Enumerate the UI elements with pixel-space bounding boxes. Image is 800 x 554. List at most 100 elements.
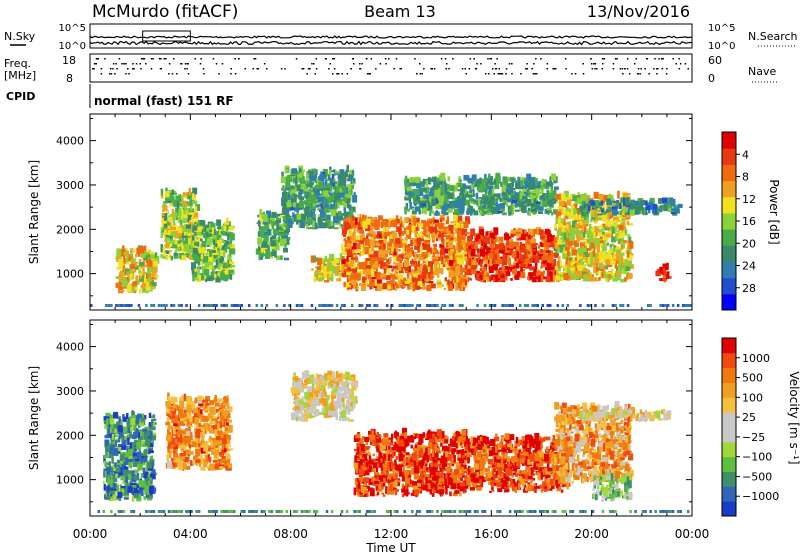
- data-cell: [437, 267, 443, 274]
- data-cell: [358, 240, 364, 246]
- data-cell: [349, 170, 353, 175]
- data-cell: [207, 233, 213, 237]
- freq-dot: [637, 73, 639, 75]
- data-cell: [523, 191, 527, 195]
- data-cell: [165, 187, 168, 195]
- data-cell: [453, 248, 457, 254]
- data-cell: [577, 265, 580, 270]
- data-cell: [451, 239, 457, 243]
- data-cell: [524, 250, 527, 259]
- data-cell: [674, 207, 680, 214]
- data-cell: [658, 198, 664, 204]
- data-cell: [465, 245, 468, 249]
- data-cell: [540, 235, 545, 240]
- data-cell: [271, 251, 277, 256]
- data-cell: [428, 281, 433, 287]
- data-cell: [651, 203, 657, 210]
- data-cell: [309, 175, 315, 182]
- freq-dot: [186, 63, 189, 65]
- data-cell: [512, 268, 518, 275]
- data-cell: [154, 252, 158, 258]
- data-cell: [422, 180, 425, 188]
- data-cell: [454, 201, 460, 207]
- data-cell: [526, 198, 532, 207]
- data-cell: [529, 257, 535, 263]
- data-cell: [341, 269, 344, 273]
- data-cell: [152, 274, 155, 277]
- data-cell: [487, 278, 490, 283]
- data-cell: [468, 245, 471, 250]
- data-cell: [481, 207, 485, 216]
- data-cell: [608, 194, 614, 200]
- data-cell: [230, 304, 233, 307]
- data-cell: [433, 267, 439, 276]
- data-cell: [538, 206, 544, 211]
- data-cell: [308, 227, 313, 230]
- data-cell: [139, 262, 145, 266]
- data-cell: [493, 250, 499, 254]
- data-cell: [184, 207, 190, 213]
- data-cell: [255, 304, 258, 307]
- freq-dot: [666, 68, 668, 70]
- data-cell: [149, 415, 155, 418]
- data-cell: [282, 202, 288, 209]
- data-cell: [192, 240, 195, 247]
- data-cell: [476, 178, 480, 182]
- data-cell: [545, 277, 551, 283]
- data-cell: [510, 278, 513, 281]
- data-cell: [152, 260, 158, 268]
- freq-dot: [115, 63, 117, 65]
- data-cell: [643, 207, 646, 216]
- data-cell: [164, 237, 170, 241]
- data-cell: [621, 218, 627, 221]
- data-cell: [354, 256, 358, 260]
- data-cell: [422, 265, 428, 271]
- colorbar-segment: [722, 293, 736, 311]
- data-cell: [662, 197, 668, 204]
- data-cell: [522, 229, 525, 237]
- freq-dot: [480, 63, 482, 65]
- freq-dot: [266, 68, 268, 70]
- data-cell: [544, 228, 550, 235]
- freq-dot: [564, 58, 567, 60]
- data-cell: [517, 227, 523, 235]
- data-cell: [204, 277, 208, 282]
- data-cell: [575, 232, 578, 239]
- freq-dot: [200, 58, 202, 60]
- data-cell: [502, 276, 508, 281]
- data-cell: [444, 187, 448, 194]
- data-cell: [389, 238, 395, 243]
- freq-dot: [114, 73, 116, 75]
- power-y-label: Slant Range [km]: [27, 160, 41, 264]
- data-cell: [147, 249, 150, 253]
- data-cell: [187, 214, 193, 223]
- data-cell: [619, 210, 623, 216]
- data-cell: [428, 226, 434, 234]
- data-cell: [397, 240, 403, 248]
- data-cell: [371, 269, 377, 277]
- data-cell: [451, 230, 454, 234]
- data-cell: [181, 255, 187, 261]
- data-cell: [615, 233, 618, 241]
- data-cell: [581, 208, 584, 214]
- data-cell: [341, 188, 347, 193]
- data-cell: [272, 228, 278, 235]
- data-cell: [570, 227, 576, 235]
- data-cell: [330, 275, 334, 282]
- data-cell: [184, 232, 187, 237]
- freq-dot: [100, 68, 103, 70]
- data-cell: [541, 263, 547, 268]
- data-cell: [614, 261, 617, 268]
- data-cell: [477, 252, 480, 258]
- data-cell: [120, 270, 123, 273]
- data-cell: [366, 233, 369, 236]
- data-cell: [495, 177, 499, 186]
- data-cell: [499, 270, 502, 276]
- data-cell: [511, 178, 514, 182]
- data-cell: [215, 244, 218, 247]
- data-cell: [150, 254, 156, 260]
- data-cell: [170, 304, 173, 307]
- data-cell: [343, 304, 346, 307]
- data-cell: [398, 230, 401, 235]
- data-cell: [288, 304, 291, 307]
